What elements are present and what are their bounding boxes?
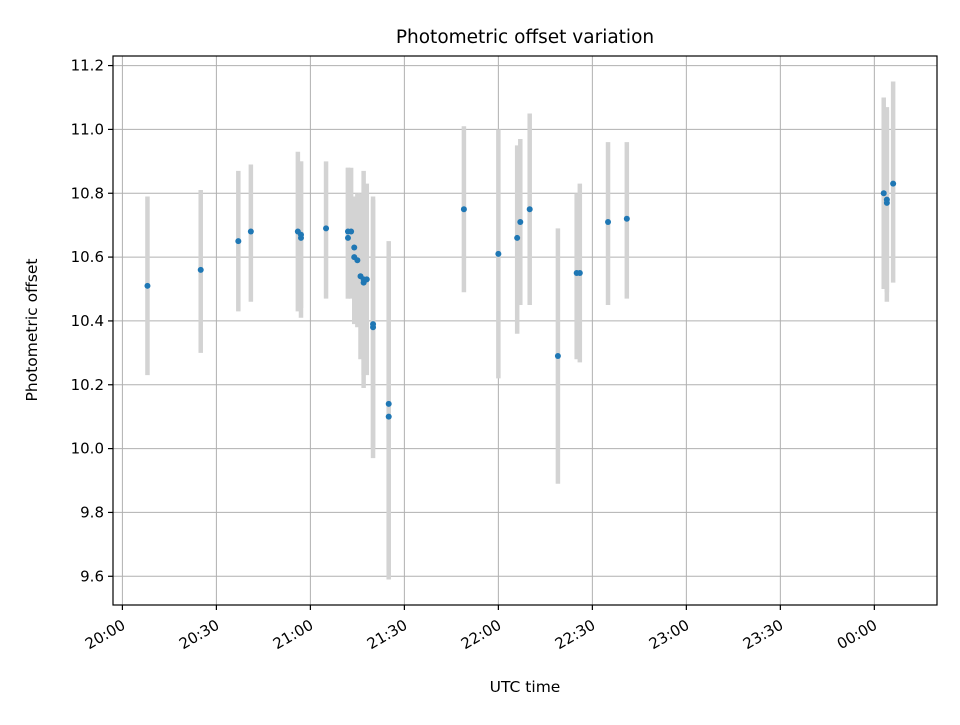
x-tick-label: 21:30 (364, 616, 410, 653)
data-point (247, 228, 254, 235)
data-point (605, 218, 612, 225)
y-axis-ticks: 9.6 9.8 10.0 10.2 10.4 10.6 10.8 11.0 11.2 (71, 57, 113, 585)
data-point (351, 244, 358, 251)
data-point (495, 250, 502, 257)
y-tick-label: 10.4 (71, 312, 104, 330)
grid-lines (113, 56, 937, 605)
data-points (144, 180, 897, 420)
data-point (370, 321, 377, 328)
plot-frame (112, 55, 938, 606)
data-point (883, 196, 890, 203)
data-point (197, 266, 204, 273)
y-axis-title: Photometric offset (23, 259, 41, 402)
data-point (576, 270, 583, 277)
data-point (514, 234, 521, 241)
y-tick-label: 9.6 (80, 567, 104, 585)
data-point (554, 353, 561, 360)
data-point (385, 413, 392, 420)
y-tick-label: 10.8 (71, 184, 104, 202)
data-point (880, 190, 887, 197)
data-point (526, 206, 533, 213)
data-point (297, 231, 304, 238)
x-tick-label: 22:30 (552, 616, 598, 653)
data-point (623, 215, 630, 222)
x-tick-label: 22:00 (458, 616, 504, 653)
y-tick-label: 11.0 (71, 120, 104, 138)
y-tick-label: 11.2 (71, 57, 104, 75)
x-tick-label: 21:00 (270, 616, 316, 653)
x-tick-label: 23:00 (646, 616, 692, 653)
data-point (517, 218, 524, 225)
chart-title: Photometric offset variation (396, 27, 654, 48)
y-tick-label: 9.8 (80, 503, 104, 521)
data-point (144, 282, 151, 289)
data-point (235, 238, 242, 245)
y-tick-label: 10.0 (71, 440, 104, 458)
data-point (385, 400, 392, 407)
data-point (363, 276, 370, 283)
x-tick-label: 20:00 (82, 616, 128, 653)
x-tick-label: 00:00 (834, 616, 880, 653)
x-axis-title: UTC time (490, 678, 561, 696)
x-tick-label: 23:30 (740, 616, 786, 653)
y-tick-label: 10.6 (71, 248, 104, 266)
data-point (348, 228, 355, 235)
x-axis-ticks: 20:00 20:30 21:00 21:30 22:00 22:30 23:00 23:30… (82, 605, 880, 653)
data-point (460, 206, 467, 213)
data-point (344, 234, 351, 241)
plot-area-background (113, 56, 937, 605)
x-tick-label: 20:30 (176, 616, 222, 653)
y-tick-label: 10.2 (71, 376, 104, 394)
data-point (354, 257, 361, 264)
data-point (323, 225, 330, 232)
data-point (890, 180, 897, 187)
